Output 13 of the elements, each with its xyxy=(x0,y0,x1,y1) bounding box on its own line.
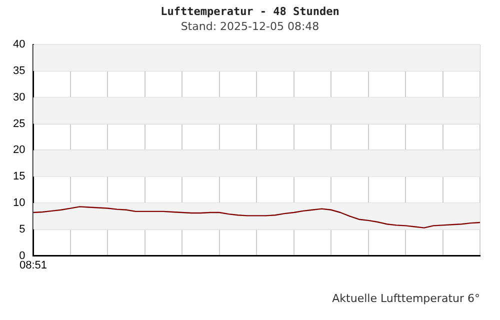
y-tick-label: 10 xyxy=(12,197,26,210)
chart-title: Lufttemperatur - 48 Stunden xyxy=(160,5,340,18)
text: Aktuelle Lufttemperatur 6° xyxy=(332,292,480,305)
y-tick-label: 0 xyxy=(19,250,26,262)
y-tick-label: 15 xyxy=(12,170,26,183)
chart-subtitle: Stand: 2025-12-05 08:48 xyxy=(180,20,320,33)
y-tick-label: 40 xyxy=(12,38,26,51)
y-tick-label: 20 xyxy=(12,144,26,156)
y-tick-label: 25 xyxy=(12,118,26,130)
y-tick-label: 5 xyxy=(19,223,26,236)
y-tick-label: 35 xyxy=(12,65,26,78)
x-tick-label: 08:51 xyxy=(19,259,47,272)
y-tick-label: 30 xyxy=(12,91,26,104)
